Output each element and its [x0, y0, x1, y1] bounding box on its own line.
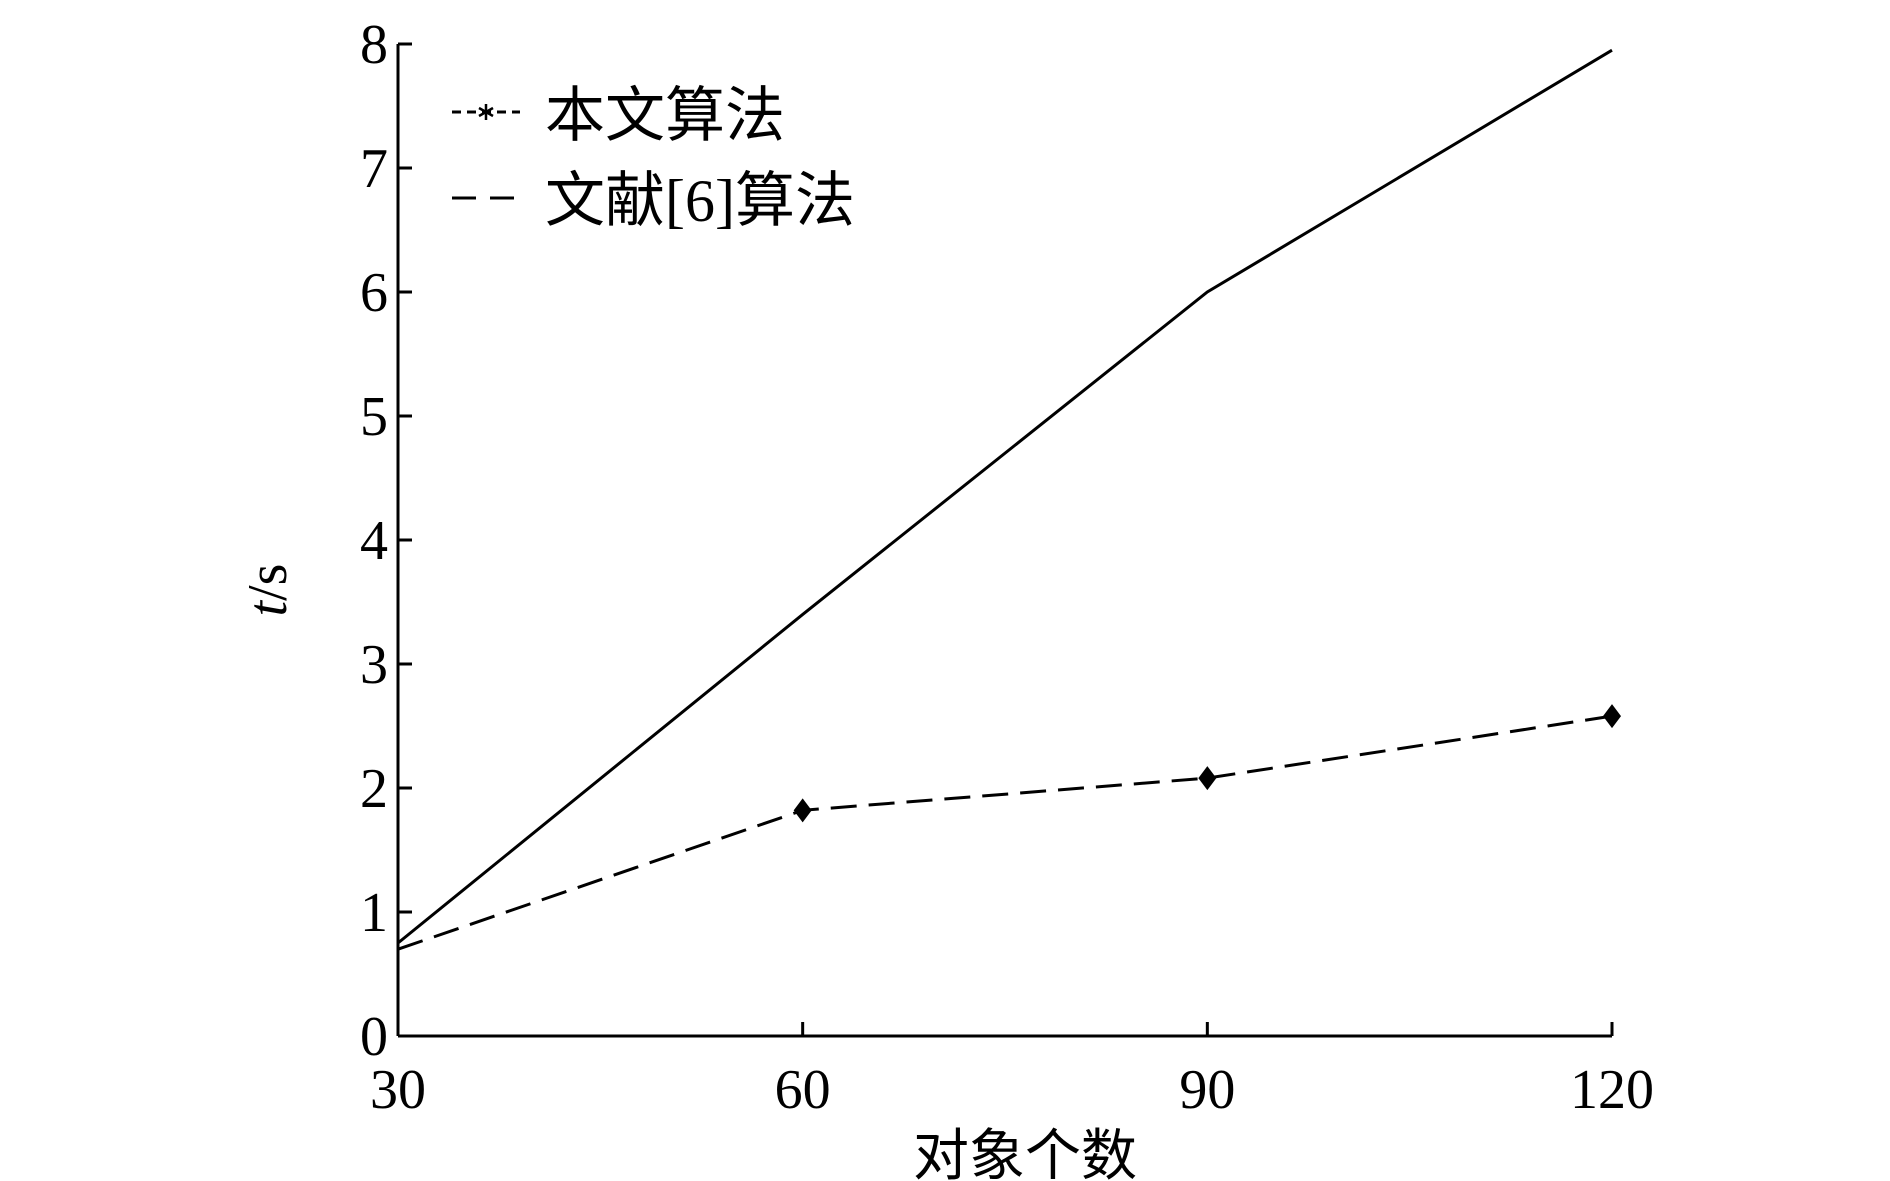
series-line-0	[397, 714, 1613, 951]
series-point-marker	[1198, 766, 1217, 791]
legend-marker-0	[478, 104, 494, 120]
x-ticks: 30 60 90 120	[370, 1022, 1654, 1121]
y-tick-label: 1	[360, 882, 388, 944]
y-tick-label: 0	[360, 1006, 388, 1068]
y-axis-title-unit: /s	[237, 564, 299, 601]
y-tick-label: 2	[360, 758, 388, 820]
legend-item-1: 文献[6]算法	[452, 168, 855, 234]
x-tick-label: 90	[1179, 1059, 1235, 1121]
series-layer	[397, 48, 1621, 951]
y-tick-label: 3	[360, 634, 388, 696]
series-point-marker	[793, 798, 812, 823]
y-axis-title-italic: t	[237, 599, 299, 616]
x-axis-title: 对象个数	[913, 1126, 1137, 1181]
y-tick-label: 6	[360, 262, 388, 324]
y-axis-title: t/s	[237, 564, 299, 617]
y-tick-label: 7	[360, 138, 388, 200]
y-tick-label: 5	[360, 386, 388, 448]
y-tick-label: 8	[360, 14, 388, 76]
x-tick-label: 30	[370, 1059, 426, 1121]
series-point-marker	[1603, 704, 1621, 729]
x-tick-label: 120	[1570, 1059, 1654, 1121]
legend: 本文算法 文献[6]算法	[452, 83, 855, 234]
y-tick-label: 4	[360, 510, 388, 572]
legend-label-1: 文献[6]算法	[545, 168, 855, 234]
series-line-1	[397, 48, 1613, 945]
x-tick-label: 60	[775, 1059, 831, 1121]
legend-label-0: 本文算法	[545, 83, 785, 149]
legend-item-0: 本文算法	[452, 83, 785, 149]
y-ticks: 0 1 2 3 4 5 6 7 8	[360, 14, 412, 1068]
